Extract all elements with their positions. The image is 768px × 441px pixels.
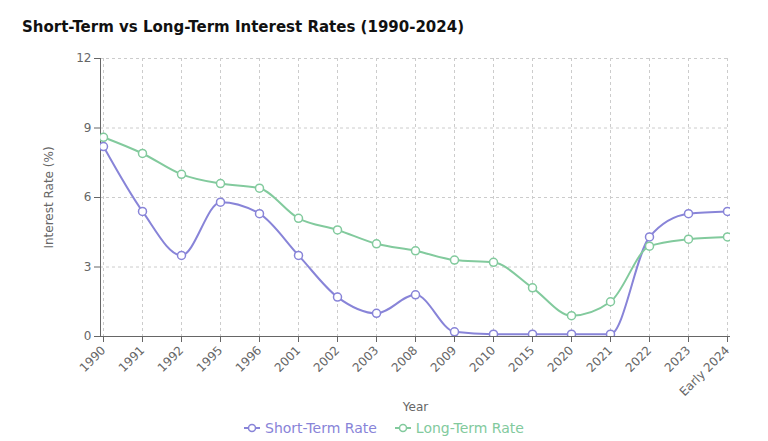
- svg-text:2020: 2020: [545, 343, 576, 374]
- svg-text:9: 9: [84, 121, 92, 135]
- svg-text:12: 12: [76, 51, 91, 65]
- svg-text:0: 0: [84, 329, 92, 343]
- svg-text:1995: 1995: [194, 343, 225, 374]
- svg-text:2002: 2002: [311, 343, 342, 374]
- svg-text:1990: 1990: [77, 343, 108, 374]
- svg-text:2022: 2022: [623, 343, 654, 374]
- svg-text:1996: 1996: [233, 343, 264, 374]
- svg-text:2009: 2009: [428, 343, 459, 374]
- html-text:Long-Term Rate: Long-Term Rate: [415, 420, 524, 436]
- svg-text:2001: 2001: [272, 343, 303, 374]
- svg-text:1992: 1992: [155, 343, 186, 374]
- svg-text:Interest Rate (%): Interest Rate (%): [42, 146, 56, 248]
- svg-text:2008: 2008: [389, 343, 420, 374]
- svg-text:3: 3: [84, 260, 92, 274]
- svg-text:2023: 2023: [662, 343, 693, 374]
- svg-text:Year: Year: [402, 400, 428, 414]
- svg-text:6: 6: [84, 190, 92, 204]
- svg-text:1991: 1991: [116, 343, 147, 374]
- svg-text:2021: 2021: [584, 343, 615, 374]
- html-text:Short-Term vs Long-Term Intere: Short-Term vs Long-Term Interest Rates (…: [22, 18, 464, 36]
- svg-text:2003: 2003: [350, 343, 381, 374]
- svg-text:2015: 2015: [506, 343, 537, 374]
- html-text:Short-Term Rate: Short-Term Rate: [265, 420, 377, 436]
- svg-text:2010: 2010: [467, 343, 498, 374]
- svg-text:Early 2024: Early 2024: [677, 343, 733, 399]
